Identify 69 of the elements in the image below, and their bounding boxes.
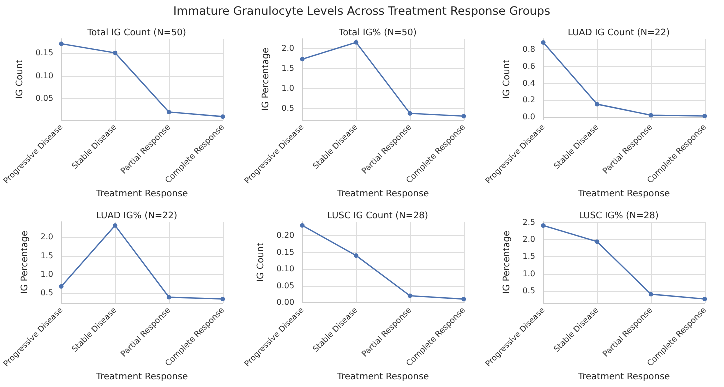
point (220, 114, 226, 120)
x-axis-title: Treatment Response (95, 372, 189, 382)
x-axis-title: Treatment Response (577, 190, 671, 200)
chart-title: LUAD IG% (N=22) (96, 212, 178, 222)
x-axis-title: Treatment Response (336, 372, 430, 382)
y-axis-title: IG Count (502, 59, 512, 100)
point (354, 254, 359, 258)
y-axis-title: IG Percentage (261, 47, 272, 112)
x-axis-title: Treatment Response (577, 372, 671, 382)
text: Immature Granulocyte Levels Across Treatment Response Groups (172, 4, 552, 18)
y-tick-label: 0.6 (522, 62, 536, 71)
chart-title: LUAD IG Count (N=22) (568, 28, 670, 38)
y-tick-label: 1.5 (522, 252, 536, 262)
chart-title: LUSC IG% (N=28) (579, 212, 659, 222)
point (408, 294, 412, 298)
point (541, 40, 546, 45)
x-axis-title: Treatment Response (95, 190, 189, 200)
point (59, 284, 64, 289)
y-tick-label: 2.5 (522, 218, 536, 227)
point (408, 111, 412, 116)
y-tick-label: 0.15 (36, 48, 54, 58)
point (462, 114, 466, 119)
chart-title: LUSC IG Count (N=28) (328, 212, 428, 222)
y-tick-label: 0.05 (276, 281, 295, 290)
chart-title: Total IG% (N=50) (338, 28, 417, 38)
point (541, 224, 546, 228)
point (166, 110, 172, 115)
y-axis-title: IG Percentage (20, 230, 30, 294)
y-tick-label: 2.0 (40, 232, 54, 242)
y-tick-label: 1.5 (40, 251, 54, 260)
y-axis-title: IG Count (256, 242, 266, 282)
y-tick-label: 0.0 (522, 112, 536, 122)
point (595, 102, 600, 107)
point (59, 42, 64, 46)
x-axis-title: Treatment Response (336, 190, 430, 200)
y-tick-label: 1.0 (282, 84, 295, 93)
y-tick-label: 0.5 (40, 288, 54, 298)
point (462, 297, 466, 302)
point (595, 240, 600, 244)
y-tick-label: 2.0 (282, 44, 295, 54)
y-tick-label: 0.00 (276, 298, 295, 308)
point (702, 296, 708, 302)
point (166, 295, 172, 300)
point (354, 40, 359, 45)
y-tick-label: 0.5 (282, 104, 295, 113)
y-tick-label: 1.0 (522, 269, 536, 278)
y-tick-label: 0.05 (36, 94, 54, 104)
y-axis-title: IG Percentage (502, 230, 512, 294)
y-tick-label: 0.5 (522, 286, 536, 296)
point (702, 114, 708, 119)
point (300, 57, 305, 62)
y-tick-label: 0.4 (522, 78, 536, 88)
y-tick-label: 0.10 (36, 71, 54, 80)
y-tick-label: 1.5 (282, 64, 295, 74)
point (300, 223, 305, 228)
y-tick-label: 0.20 (276, 231, 295, 240)
point (648, 113, 654, 118)
y-tick-label: 0.8 (522, 44, 536, 54)
y-tick-label: 0.10 (276, 264, 295, 274)
y-tick-label: 0.2 (522, 96, 536, 105)
point (220, 297, 226, 302)
chart-title: Total IG Count (N=50) (86, 28, 186, 38)
point (113, 223, 118, 228)
point (648, 292, 654, 297)
y-tick-label: 2.0 (522, 235, 536, 244)
point (113, 50, 118, 56)
y-axis-title: IG Count (15, 59, 26, 100)
y-tick-label: 0.15 (276, 248, 295, 257)
y-tick-label: 1.0 (40, 270, 54, 279)
